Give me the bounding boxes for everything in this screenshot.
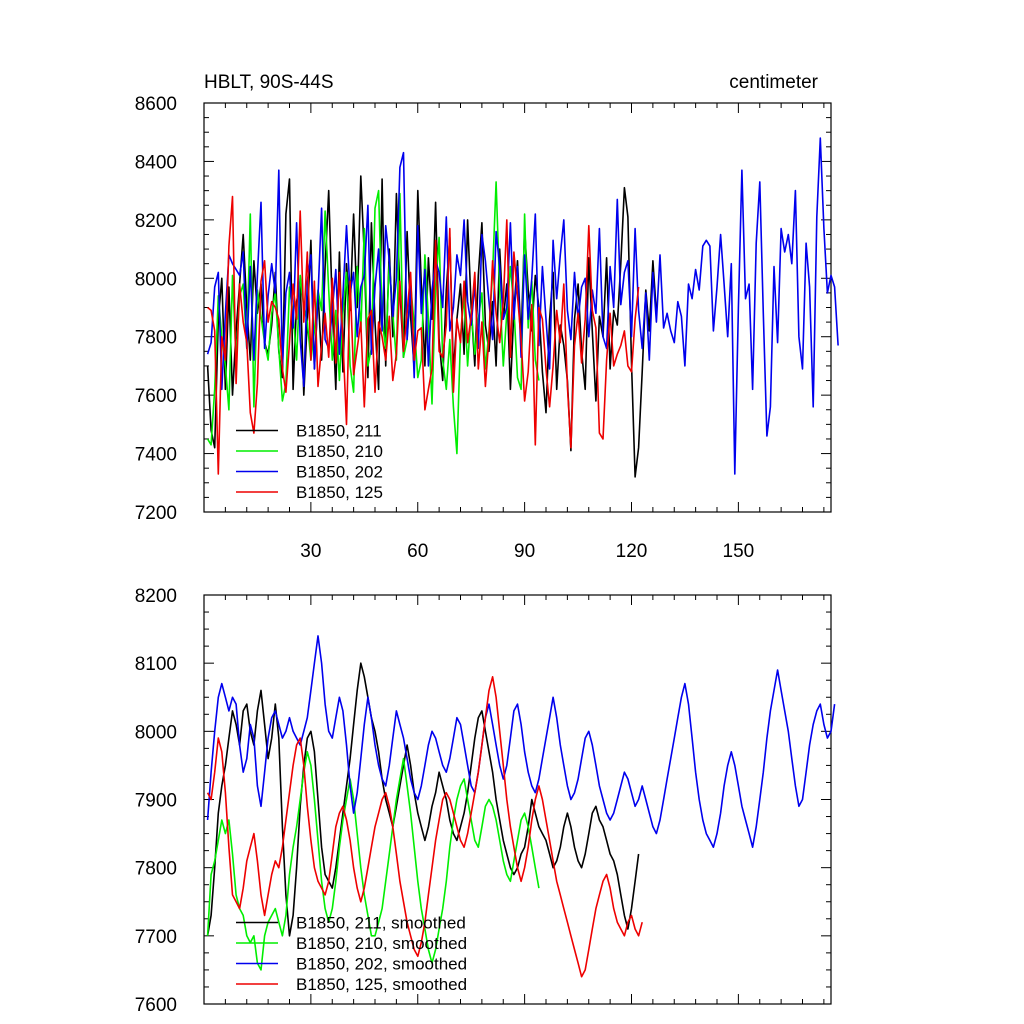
x-tick-label: 90: [514, 541, 535, 562]
y-tick-label: 7600: [135, 995, 177, 1016]
y-tick-label: 7400: [135, 445, 177, 466]
x-tick-label: 60: [407, 541, 428, 562]
series-line-b1850-211: [206, 175, 658, 478]
y-tick-label: 7700: [135, 927, 177, 948]
chart-panel-1: 7200 7400 7600 7800 8000 8200 8400 8600 30 60 90 12…: [135, 94, 839, 562]
series-line-b1850-210-smoothed: [206, 750, 540, 971]
legend-label-b1850-210-smoothed: B1850, 210, smoothed: [296, 934, 467, 953]
y-tick-label: 7200: [135, 503, 177, 524]
legend-label-b1850-211-smoothed: B1850, 211, smoothed: [296, 914, 466, 933]
chart-panel-2: 7600 7700 7800 7900 8000 8100 8200 B1850, 211, …: [135, 586, 836, 1016]
x-tick-label: 30: [300, 541, 321, 562]
y-tick-label: 8100: [135, 654, 177, 675]
y-tick-label: 8200: [135, 211, 177, 232]
legend-label-b1850-210: B1850, 210: [296, 442, 383, 461]
y-tick-label: 8200: [135, 586, 177, 607]
series-line-b1850-210: [206, 181, 540, 455]
y-tick-label: 8000: [135, 722, 177, 743]
units-label: centimeter: [729, 72, 818, 93]
series-line-b1850-125-smoothed: [206, 675, 643, 978]
series-line-b1850-125: [207, 195, 640, 475]
y-tick-label: 7800: [135, 328, 177, 349]
legend-label-b1850-125-smoothed: B1850, 125, smoothed: [296, 975, 467, 994]
x-tick-label: 120: [616, 541, 648, 562]
chart-title: HBLT, 90S-44S: [204, 72, 334, 93]
series-line-b1850-211-smoothed: [206, 662, 640, 937]
series-line-b1850-202-smoothed: [206, 635, 836, 849]
y-tick-label: 8000: [135, 269, 177, 290]
y-tick-label: 8600: [135, 94, 177, 115]
legend-label-b1850-202: B1850, 202: [296, 463, 383, 482]
y-tick-label: 7800: [135, 859, 177, 880]
y-tick-label: 7600: [135, 386, 177, 407]
y-tick-label: 7900: [135, 791, 177, 812]
legend-label-b1850-125: B1850, 125: [296, 483, 383, 502]
y-tick-label: 8400: [135, 152, 177, 173]
legend-label-b1850-202-smoothed: B1850, 202, smoothed: [296, 955, 467, 974]
legend-label-b1850-211: B1850, 211: [296, 422, 382, 441]
x-tick-label: 150: [723, 541, 755, 562]
